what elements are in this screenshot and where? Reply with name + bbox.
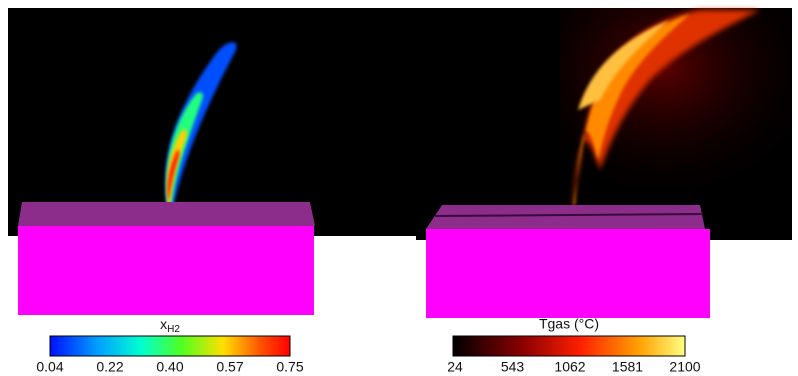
- tick-label: 0.40: [156, 359, 183, 375]
- h2-plume: [165, 42, 237, 212]
- colorbar: [49, 335, 291, 357]
- tick-label: 2100: [669, 359, 700, 375]
- tick-label: 0.04: [36, 359, 63, 375]
- label-sub: H2: [167, 324, 180, 335]
- tick-label: 0.22: [96, 359, 123, 375]
- colorbar-ticks: 24 543 1062 1581 2100: [447, 359, 701, 375]
- tick-label: 24: [447, 359, 463, 375]
- tick-label: 0.57: [216, 359, 243, 375]
- colorbar: [452, 335, 686, 357]
- tick-label: 543: [501, 359, 525, 375]
- tick-label: 0.75: [276, 359, 303, 375]
- temperature-plume: [572, 10, 760, 212]
- label-base: x: [160, 316, 167, 332]
- left-background: [8, 8, 416, 236]
- colorbar-label: Tgas (°C): [539, 316, 599, 332]
- right-block: [426, 205, 710, 318]
- colorbar-ticks: 0.04 0.22 0.40 0.57 0.75: [36, 359, 303, 375]
- colorbar-label: xH2: [160, 316, 180, 335]
- left-block: [18, 202, 315, 315]
- tick-label: 1062: [554, 359, 585, 375]
- tick-label: 1581: [612, 359, 643, 375]
